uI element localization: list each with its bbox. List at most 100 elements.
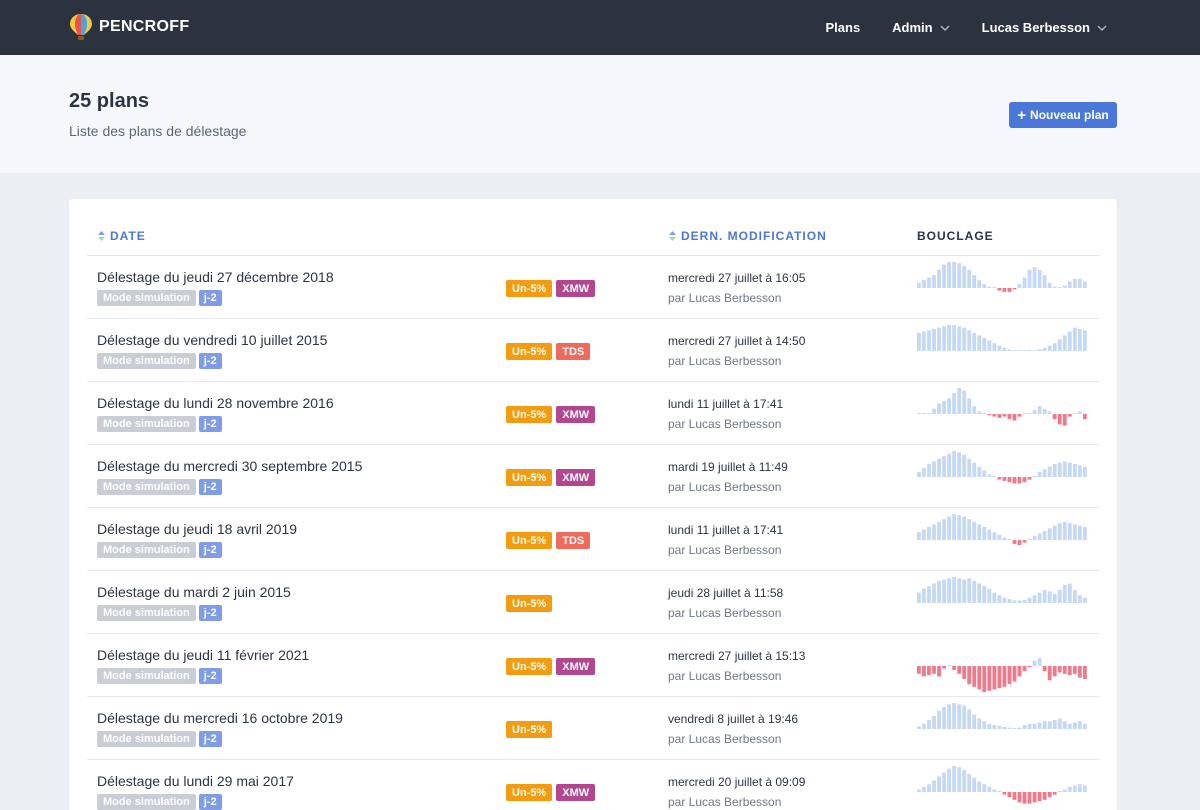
- sparkline-bar: [997, 414, 1002, 418]
- page-subtitle: Liste des plans de délestage: [69, 123, 247, 139]
- sort-icon: [669, 231, 676, 241]
- column-header-date[interactable]: DATE: [98, 229, 146, 243]
- sparkline-bar: [952, 451, 957, 477]
- sparkline-bar: [1032, 660, 1037, 666]
- sparkline-bar: [1027, 477, 1032, 480]
- sparkline-bar: [1057, 590, 1062, 603]
- plan-title-link[interactable]: Délestage du mercredi 30 septembre 2015: [97, 458, 363, 474]
- sparkline-bar: [972, 666, 977, 687]
- plan-title-link[interactable]: Délestage du vendredi 10 juillet 2015: [97, 332, 328, 348]
- modified-by: par Lucas Berbesson: [668, 795, 782, 809]
- sparkline-bar: [972, 332, 977, 351]
- loop-sparkline: [917, 577, 1087, 603]
- sparkline-bar: [977, 280, 982, 288]
- table-row[interactable]: Délestage du jeudi 18 avril 2019 Mode sim…: [87, 508, 1100, 571]
- plan-tags: Mode simulation j-2: [97, 731, 222, 747]
- table-row[interactable]: Délestage du lundi 28 novembre 2016 Mode …: [87, 382, 1100, 445]
- badge-un: Un-5%: [506, 280, 553, 297]
- table-row[interactable]: Délestage du mercredi 30 septembre 2015 M…: [87, 445, 1100, 508]
- sparkline-bar: [1002, 477, 1007, 481]
- sparkline-bar: [967, 269, 972, 288]
- sparkline-bar: [1012, 600, 1017, 603]
- sparkline-bar: [1042, 469, 1047, 477]
- sparkline-bar: [1032, 410, 1037, 414]
- nav-plans-link[interactable]: Plans: [825, 20, 860, 35]
- sparkline-bar: [967, 398, 972, 414]
- sparkline-bar: [1027, 538, 1032, 540]
- loop-sparkline: [917, 703, 1087, 729]
- sparkline-bar: [992, 789, 997, 792]
- sparkline-bar: [1052, 792, 1057, 795]
- table-row[interactable]: Délestage du mardi 2 juin 2015 Mode simul…: [87, 571, 1100, 634]
- sparkline-bar: [922, 467, 926, 477]
- sparkline-bar: [952, 262, 957, 288]
- sparkline-bar: [1072, 722, 1077, 729]
- top-navbar: PENCROFF Plans Admin Lucas Berbesson: [0, 0, 1200, 55]
- plan-title-link[interactable]: Délestage du jeudi 18 avril 2019: [97, 521, 298, 537]
- modified-date: mercredi 27 juillet à 16:05: [668, 271, 806, 285]
- table-row[interactable]: Délestage du mercredi 16 octobre 2019 Mod…: [87, 697, 1100, 760]
- sparkline-bar: [997, 345, 1002, 351]
- tag-mode-simulation: Mode simulation: [97, 479, 196, 495]
- sparkline-bar: [957, 388, 962, 414]
- tag-mode-simulation: Mode simulation: [97, 605, 196, 621]
- sparkline-bar: [957, 452, 962, 477]
- sparkline-bar: [962, 666, 967, 679]
- table-row[interactable]: Délestage du jeudi 11 février 2021 Mode s…: [87, 634, 1100, 697]
- nav-plans-label: Plans: [825, 20, 861, 35]
- sparkline-bar: [1067, 331, 1072, 351]
- sparkline-bar: [1037, 471, 1042, 477]
- plan-title-link[interactable]: Délestage du lundi 28 novembre 2016: [97, 395, 334, 411]
- sparkline-bar: [1057, 414, 1062, 425]
- new-plan-button[interactable]: + Nouveau plan: [1009, 102, 1117, 128]
- sparkline-bar: [962, 769, 967, 792]
- sparkline-bar: [987, 529, 992, 540]
- sparkline-bar: [1072, 413, 1077, 414]
- sparkline-bar: [947, 262, 952, 288]
- sparkline-bar: [922, 588, 926, 603]
- modified-date: lundi 11 juillet à 17:41: [668, 523, 784, 537]
- sparkline-bar: [972, 580, 977, 603]
- sparkline-bar: [1062, 461, 1067, 477]
- plan-title-link[interactable]: Délestage du lundi 29 mai 2017: [97, 773, 294, 789]
- sparkline-bar: [982, 527, 987, 540]
- sparkline-bar: [957, 666, 962, 674]
- sparkline-bar: [972, 714, 977, 729]
- sparkline-bar: [937, 327, 941, 351]
- table-row[interactable]: Délestage du jeudi 27 décembre 2018 Mode …: [87, 256, 1100, 319]
- page-header: 25 plans Liste des plans de délestage + …: [0, 55, 1200, 173]
- sparkline-bar: [1037, 792, 1042, 802]
- nav-user-dropdown[interactable]: Lucas Berbesson: [982, 20, 1107, 35]
- loop-sparkline: [917, 658, 1087, 692]
- table-row[interactable]: Délestage du vendredi 10 juillet 2015 Mod…: [87, 319, 1100, 382]
- plan-tags: Mode simulation j-2: [97, 353, 222, 369]
- brand-logo[interactable]: PENCROFF: [69, 13, 189, 41]
- plan-title-link[interactable]: Délestage du jeudi 11 février 2021: [97, 647, 310, 663]
- sparkline-bar: [1012, 414, 1017, 421]
- sparkline-bar: [1002, 666, 1007, 687]
- column-header-modified[interactable]: DERN. MODIFICATION: [669, 229, 827, 243]
- sparkline-bar: [1017, 666, 1022, 677]
- sparkline-bar: [977, 466, 982, 477]
- plan-title-link[interactable]: Délestage du jeudi 27 décembre 2018: [97, 269, 334, 285]
- plan-title-link[interactable]: Délestage du mercredi 16 octobre 2019: [97, 710, 343, 726]
- nav-admin-label: Admin: [892, 20, 933, 35]
- sparkline-bar: [1062, 414, 1067, 426]
- nav-admin-dropdown[interactable]: Admin: [892, 20, 950, 35]
- plan-tags: Mode simulation j-2: [97, 416, 222, 432]
- sparkline-bar: [927, 586, 931, 603]
- modified-by: par Lucas Berbesson: [668, 732, 782, 746]
- plan-title-link[interactable]: Délestage du mardi 2 juin 2015: [97, 584, 291, 600]
- plan-tags: Mode simulation j-2: [97, 794, 222, 810]
- sparkline-bar: [1017, 350, 1022, 351]
- sparkline-bar: [1052, 719, 1057, 729]
- sparkline-bar: [982, 413, 987, 414]
- sparkline-bar: [1072, 785, 1077, 792]
- sparkline-bar: [1002, 288, 1007, 292]
- sparkline-bar: [1062, 721, 1067, 729]
- table-row[interactable]: Délestage du lundi 29 mai 2017 Mode simul…: [87, 760, 1100, 810]
- sparkline-bar: [1067, 666, 1072, 676]
- plans-list: Délestage du jeudi 27 décembre 2018 Mode …: [87, 256, 1100, 810]
- badge-un: Un-5%: [506, 532, 553, 549]
- sparkline-bar: [1052, 464, 1057, 477]
